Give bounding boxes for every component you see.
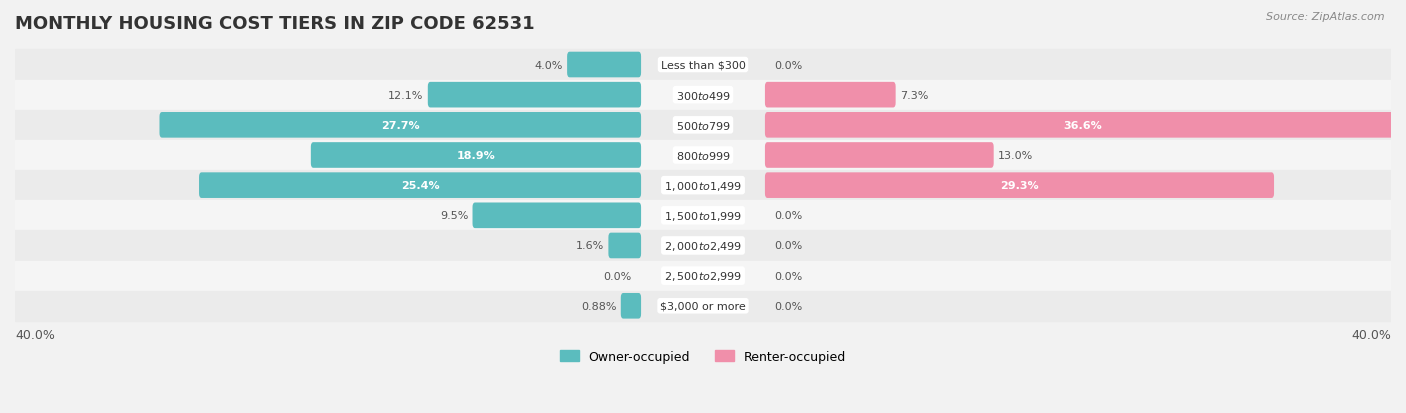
Text: 13.0%: 13.0% — [998, 151, 1033, 161]
Text: $2,500 to $2,999: $2,500 to $2,999 — [664, 269, 742, 282]
Bar — [15, 81, 1391, 111]
Legend: Owner-occupied, Renter-occupied: Owner-occupied, Renter-occupied — [555, 345, 851, 368]
Bar — [15, 231, 1391, 261]
Text: $500 to $799: $500 to $799 — [675, 119, 731, 131]
Text: Less than $300: Less than $300 — [661, 60, 745, 70]
Text: 36.6%: 36.6% — [1063, 121, 1102, 131]
Text: 12.1%: 12.1% — [388, 90, 423, 100]
FancyBboxPatch shape — [765, 143, 994, 169]
Text: $800 to $999: $800 to $999 — [675, 150, 731, 161]
Text: 7.3%: 7.3% — [900, 90, 928, 100]
FancyBboxPatch shape — [311, 143, 641, 169]
Bar — [15, 111, 1391, 140]
Bar — [15, 291, 1391, 321]
Text: 0.88%: 0.88% — [581, 301, 616, 311]
Bar — [15, 171, 1391, 201]
Text: 0.0%: 0.0% — [775, 60, 803, 70]
FancyBboxPatch shape — [159, 113, 641, 138]
Text: 18.9%: 18.9% — [457, 151, 495, 161]
FancyBboxPatch shape — [609, 233, 641, 259]
FancyBboxPatch shape — [200, 173, 641, 199]
Text: 4.0%: 4.0% — [534, 60, 562, 70]
Bar — [15, 50, 1391, 81]
Text: 0.0%: 0.0% — [775, 271, 803, 281]
Text: $3,000 or more: $3,000 or more — [661, 301, 745, 311]
FancyBboxPatch shape — [765, 83, 896, 108]
Text: $1,500 to $1,999: $1,500 to $1,999 — [664, 209, 742, 222]
FancyBboxPatch shape — [472, 203, 641, 228]
Text: Source: ZipAtlas.com: Source: ZipAtlas.com — [1267, 12, 1385, 22]
Text: 40.0%: 40.0% — [15, 328, 55, 341]
Text: MONTHLY HOUSING COST TIERS IN ZIP CODE 62531: MONTHLY HOUSING COST TIERS IN ZIP CODE 6… — [15, 15, 534, 33]
Text: 29.3%: 29.3% — [1000, 181, 1039, 191]
Text: 0.0%: 0.0% — [775, 211, 803, 221]
Text: 0.0%: 0.0% — [775, 241, 803, 251]
Text: 0.0%: 0.0% — [603, 271, 631, 281]
Text: 0.0%: 0.0% — [775, 301, 803, 311]
Text: 40.0%: 40.0% — [1351, 328, 1391, 341]
Bar — [15, 140, 1391, 171]
Bar — [15, 261, 1391, 291]
Text: 1.6%: 1.6% — [576, 241, 605, 251]
Text: 9.5%: 9.5% — [440, 211, 468, 221]
Text: 27.7%: 27.7% — [381, 121, 419, 131]
FancyBboxPatch shape — [427, 83, 641, 108]
Text: $300 to $499: $300 to $499 — [675, 90, 731, 102]
Bar — [15, 201, 1391, 231]
FancyBboxPatch shape — [765, 173, 1274, 199]
Text: 25.4%: 25.4% — [401, 181, 439, 191]
FancyBboxPatch shape — [765, 113, 1399, 138]
FancyBboxPatch shape — [621, 293, 641, 319]
Text: $2,000 to $2,499: $2,000 to $2,499 — [664, 240, 742, 252]
Text: $1,000 to $1,499: $1,000 to $1,499 — [664, 179, 742, 192]
FancyBboxPatch shape — [567, 52, 641, 78]
